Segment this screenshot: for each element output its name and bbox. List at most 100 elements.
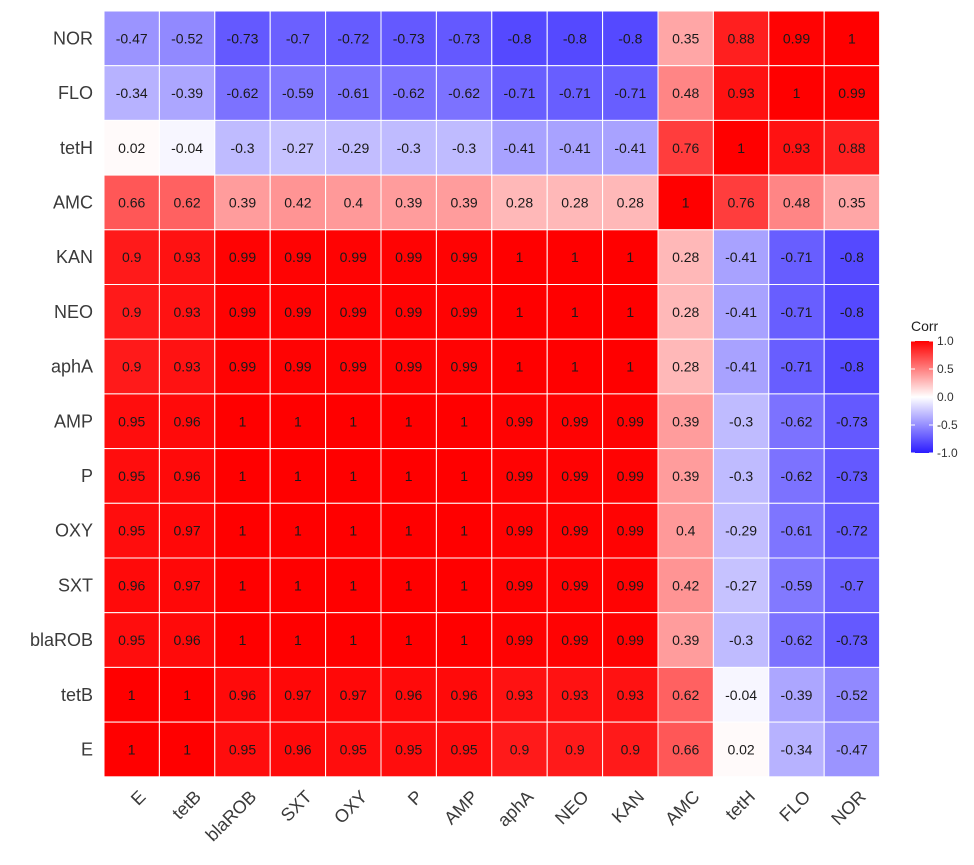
cell-value-label: -0.62 [227,85,259,101]
cell-value-label: 0.99 [506,468,533,484]
cell-value-label: 1 [626,359,634,375]
cell-value-label: -0.41 [725,359,757,375]
cell-value-label: 0.76 [727,194,754,210]
cell-value-label: -0.59 [781,577,813,593]
cell-value-label: 0.95 [340,741,367,757]
cell-value-label: 0.66 [118,194,145,210]
x-tick-label: tetB [168,787,205,824]
cell-value-label: -0.62 [781,468,813,484]
y-axis-tick-labels: NOR FLO tetH AMC KAN NEO aphA AMP P OXY SXT blaROB t… [30,28,93,759]
heatmap-cell [657,448,714,504]
cell-value-label: 0.96 [229,687,256,703]
cell-value-label: 0.95 [118,468,145,484]
heatmap-cell [380,557,437,614]
cell-value-label: 0.96 [173,632,200,648]
cell-value-label: -0.27 [725,577,757,593]
cell-value-label: 0.99 [783,30,810,46]
cell-value-label: -0.47 [116,30,148,46]
x-tick-label: KAN [608,787,648,827]
cell-value-label: 1 [405,468,413,484]
cell-value-label: 0.93 [173,249,200,265]
cell-value-label: 0.96 [173,413,200,429]
heatmap-cell [602,448,659,504]
heatmap-cell [712,393,770,450]
cell-value-label: 0.48 [672,85,699,101]
cell-value-label: 0.39 [229,194,256,210]
legend-tick-label: -1.0 [937,446,958,460]
heatmap-cell [325,338,382,395]
heatmap-cell [823,119,881,176]
heatmap-cell [380,721,437,778]
cell-value-label: -0.52 [836,687,868,703]
cell-value-label: 0.95 [450,741,477,757]
heatmap-cell [602,612,659,668]
cell-value-label: 1 [239,632,247,648]
heatmap-cell [712,174,770,231]
cell-value-label: -0.7 [840,577,864,593]
x-tick-label: NEO [551,787,593,829]
heatmap-cell [823,10,881,67]
cell-value-label: 0.99 [450,249,477,265]
cell-value-label: 0.28 [506,194,533,210]
cell-value-label: 0.39 [395,194,422,210]
heatmap-cell [380,502,437,559]
cell-value-label: 1 [349,413,357,429]
x-tick-label: E [127,787,150,810]
heatmap-cell [325,393,382,450]
heatmap-cell [712,502,770,559]
heatmap-cell [380,65,437,121]
cell-value-label: 0.99 [450,359,477,375]
cell-value-label: 1 [460,413,468,429]
cell-value-label: 1 [183,687,191,703]
heatmap-cell [712,612,770,668]
heatmap-cell [823,612,881,668]
heatmap-cell [823,229,881,286]
cell-value-label: -0.62 [781,413,813,429]
x-tick-label: blaROB [202,787,261,846]
cell-value-label: 0.99 [617,468,644,484]
cell-value-label: 1 [294,413,302,429]
heatmap-cell [657,284,714,340]
y-tick-label: FLO [58,83,93,103]
cell-value-label: 1 [349,523,357,539]
heatmap-cell [435,65,493,121]
cell-value-label: 1 [571,249,579,265]
cell-value-label: 0.99 [340,304,367,320]
cell-value-label: -0.71 [504,85,536,101]
heatmap-cell [712,557,770,614]
cell-value-label: 1 [294,632,302,648]
heatmap-cell [325,174,382,231]
cell-value-label: -0.39 [171,85,203,101]
cell-value-label: -0.62 [448,85,480,101]
heatmap-cell [214,448,271,504]
cell-value-label: 0.28 [672,304,699,320]
heatmap-cell [546,174,604,231]
heatmap-cell [325,229,382,286]
cell-value-label: 1 [294,577,302,593]
cell-value-label: -0.41 [725,249,757,265]
y-tick-label: tetH [60,138,93,158]
cell-value-label: 0.96 [284,741,311,757]
cell-value-label: 0.9 [122,359,142,375]
x-tick-label: SXT [277,787,316,826]
heatmap-cell [602,10,659,67]
cell-value-label: -0.8 [840,249,864,265]
heatmap-cell [435,338,493,395]
cell-value-label: 0.66 [672,741,699,757]
cell-value-label: 0.96 [173,468,200,484]
heatmap-cell [491,721,548,778]
cell-value-label: -0.71 [559,85,591,101]
cell-value-label: 0.9 [122,249,142,265]
heatmap-cell [435,612,493,668]
cell-value-label: 0.39 [672,413,699,429]
heatmap-cell [657,557,714,614]
heatmap-cell [712,448,770,504]
cell-value-label: 0.99 [617,632,644,648]
cell-value-label: 0.99 [340,249,367,265]
heatmap-cell [823,174,881,231]
cell-value-label: -0.3 [729,413,753,429]
heatmap-cell [380,612,437,668]
cell-value-label: 1 [239,523,247,539]
heatmap-cell [546,65,604,121]
heatmap-cell [491,174,548,231]
